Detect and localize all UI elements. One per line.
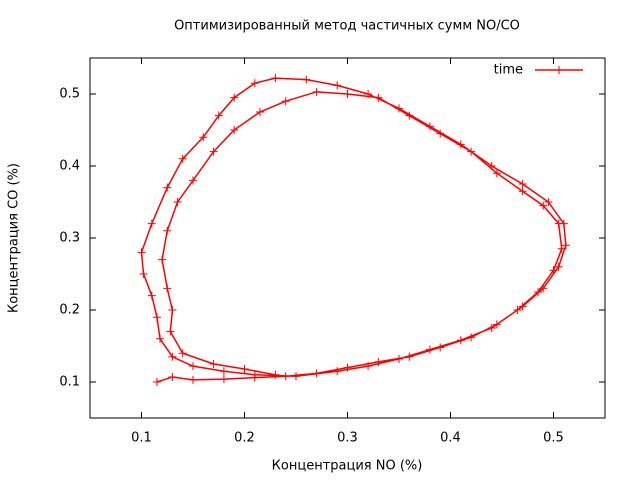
- point-marker: [292, 372, 300, 381]
- point-marker: [230, 126, 239, 134]
- point-marker: [343, 363, 352, 372]
- point-marker: [518, 180, 527, 188]
- point-marker: [189, 176, 197, 185]
- point-marker: [178, 154, 187, 163]
- point-marker: [178, 349, 187, 358]
- legend-marker: [555, 66, 563, 74]
- point-marker: [518, 302, 527, 311]
- point-marker: [539, 201, 548, 210]
- point-marker: [219, 367, 228, 376]
- point-marker: [281, 97, 290, 106]
- y-tick-label: 0.2: [59, 303, 80, 318]
- point-marker: [163, 226, 172, 235]
- x-tick-label: 0.5: [543, 431, 564, 446]
- point-marker: [557, 244, 566, 253]
- point-marker: [250, 79, 259, 88]
- series-line: [140, 77, 567, 383]
- point-marker: [487, 162, 496, 170]
- point-marker: [189, 362, 197, 371]
- point-marker: [214, 111, 223, 120]
- point-marker: [156, 334, 165, 343]
- point-marker: [312, 369, 321, 378]
- point-marker: [137, 248, 146, 257]
- y-tick-label: 0.3: [59, 231, 80, 246]
- point-marker: [436, 343, 445, 352]
- point-marker: [554, 219, 563, 228]
- point-marker: [436, 129, 445, 138]
- point-marker: [168, 372, 177, 381]
- point-marker: [561, 241, 570, 250]
- point-marker: [271, 74, 280, 83]
- point-marker: [163, 284, 172, 293]
- point-marker: [199, 133, 208, 142]
- point-marker: [549, 266, 558, 275]
- y-tick-label: 0.5: [59, 87, 80, 102]
- point-marker: [189, 375, 197, 384]
- x-tick-label: 0.4: [440, 431, 461, 446]
- point-marker: [539, 284, 548, 293]
- point-marker: [374, 93, 383, 102]
- point-marker: [534, 288, 543, 296]
- point-marker: [456, 336, 465, 345]
- x-tick-label: 0.2: [234, 431, 255, 446]
- point-marker: [395, 104, 403, 113]
- point-marker: [240, 365, 249, 374]
- point-marker: [209, 360, 218, 368]
- point-marker: [364, 362, 373, 371]
- point-marker: [405, 111, 414, 120]
- legend-label: time: [494, 63, 523, 78]
- point-marker: [487, 324, 496, 332]
- point-marker: [281, 372, 290, 381]
- point-marker: [147, 291, 156, 300]
- point-marker: [219, 375, 228, 384]
- point-marker: [456, 140, 465, 149]
- point-marker: [302, 75, 311, 84]
- point-marker: [395, 354, 403, 363]
- point-marker: [467, 147, 476, 156]
- point-marker: [271, 370, 280, 379]
- x-axis-label: Концентрация NO (%): [272, 459, 423, 474]
- point-marker: [147, 219, 156, 228]
- point-marker: [158, 255, 167, 264]
- point-marker: [168, 352, 177, 361]
- point-marker: [518, 187, 527, 196]
- chart-title: Оптимизированный метод частичных сумм NO…: [174, 19, 520, 34]
- point-marker: [209, 147, 218, 156]
- point-marker: [425, 345, 434, 354]
- point-marker: [333, 81, 342, 90]
- point-marker: [230, 93, 239, 102]
- x-tick-label: 0.1: [131, 431, 152, 446]
- y-axis-label: Концентрация CO (%): [7, 163, 22, 313]
- x-tick-label: 0.3: [337, 431, 358, 446]
- point-marker: [374, 357, 383, 366]
- point-marker: [544, 198, 553, 206]
- point-marker: [168, 306, 177, 314]
- point-marker: [405, 352, 414, 361]
- point-marker: [312, 87, 321, 96]
- point-marker: [364, 90, 373, 98]
- point-marker: [255, 108, 264, 116]
- point-marker: [166, 327, 175, 336]
- point-marker: [492, 320, 501, 329]
- y-tick-label: 0.4: [59, 159, 80, 174]
- point-marker: [343, 90, 352, 98]
- point-marker: [333, 367, 342, 376]
- point-marker: [467, 333, 476, 342]
- y-tick-label: 0.1: [59, 375, 80, 390]
- point-marker: [554, 262, 563, 271]
- point-marker: [425, 122, 434, 131]
- point-marker: [492, 169, 501, 178]
- point-marker: [163, 183, 172, 192]
- point-marker: [152, 313, 161, 322]
- point-marker: [152, 378, 161, 386]
- point-marker: [173, 198, 182, 206]
- point-marker: [250, 370, 259, 379]
- point-marker: [513, 306, 522, 314]
- point-marker: [139, 270, 148, 278]
